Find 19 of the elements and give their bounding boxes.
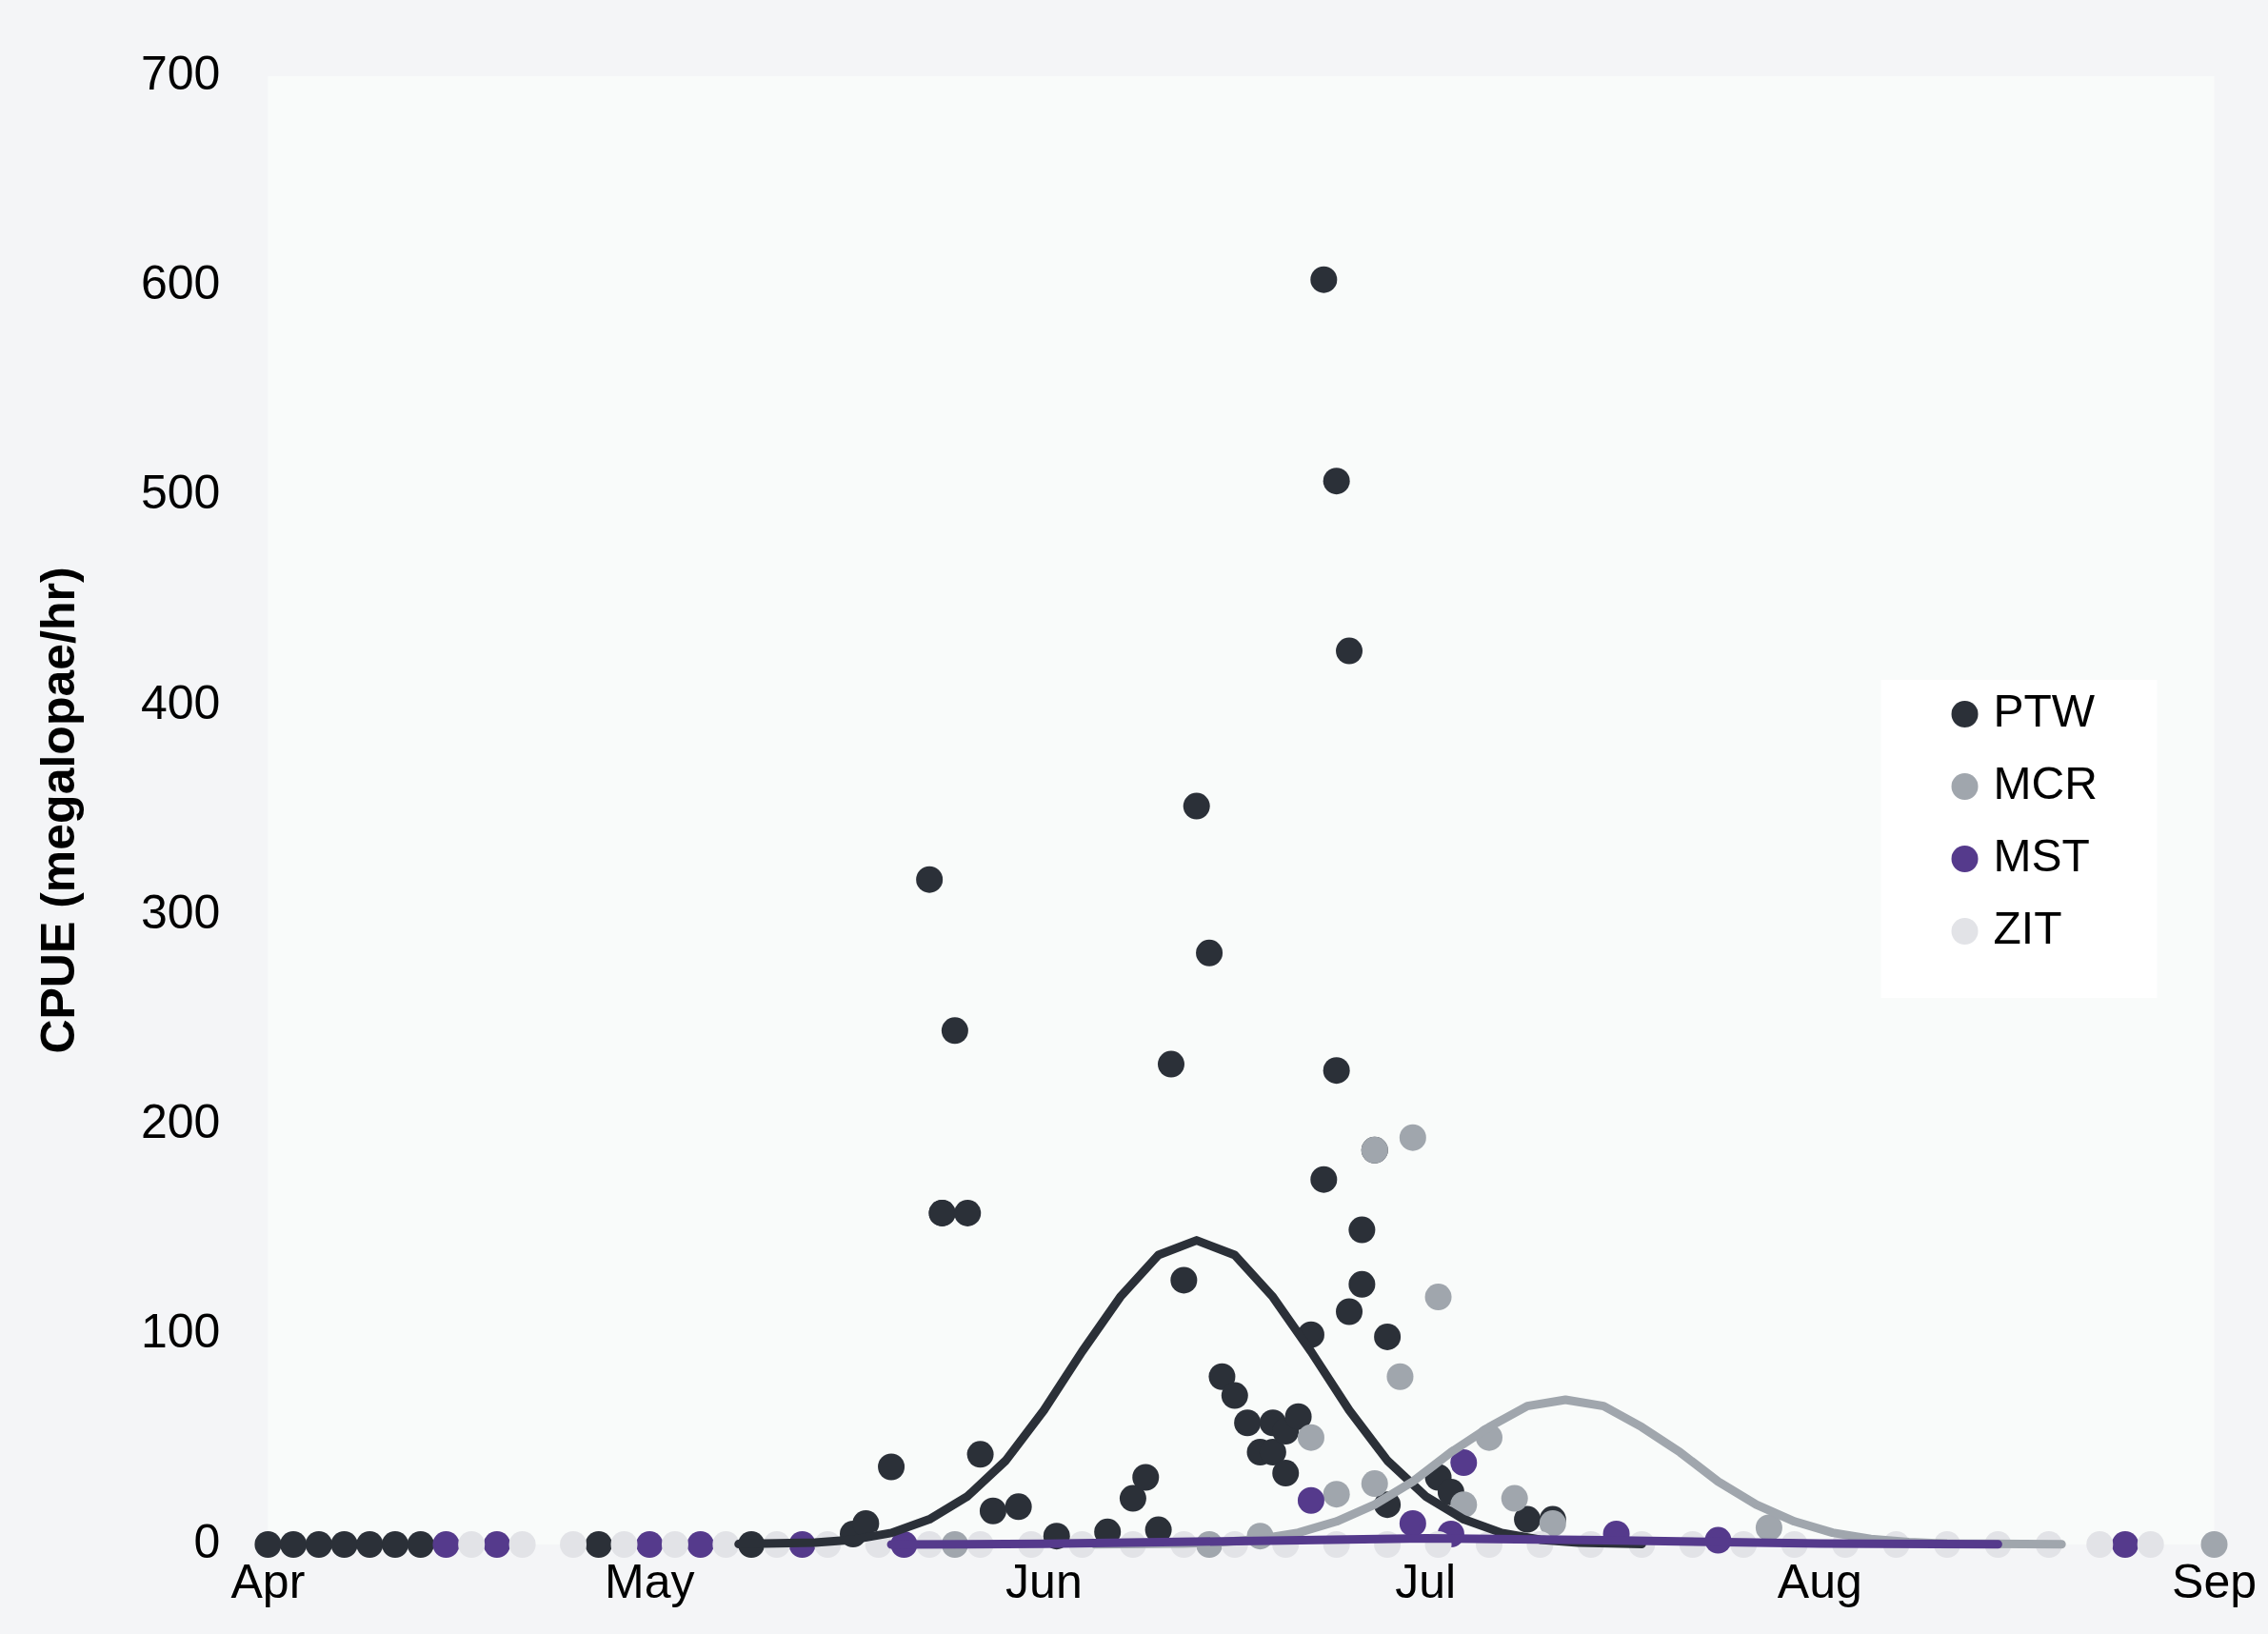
legend-label: PTW <box>1993 686 2096 737</box>
legend-label: MST <box>1993 830 2090 882</box>
x-tick-label: Jun <box>1005 1554 1083 1608</box>
y-axis-title: CPUE (megalopae/hr) <box>30 567 85 1054</box>
y-tick-label: 600 <box>140 256 221 310</box>
y-tick-label: 100 <box>140 1305 221 1359</box>
y-tick-label: 700 <box>140 46 221 100</box>
x-tick-label: May <box>604 1554 695 1608</box>
x-tick-label: Jul <box>1395 1554 1457 1608</box>
legend-label: MCR <box>1993 758 2098 809</box>
y-tick-label: 0 <box>193 1514 221 1568</box>
x-tick-label: Apr <box>230 1554 306 1608</box>
y-tick-label: 300 <box>140 885 221 939</box>
y-tick-label: 200 <box>140 1095 221 1149</box>
legend-label: ZIT <box>1993 903 2062 954</box>
x-tick-label: Sep <box>2172 1554 2257 1608</box>
y-tick-label: 400 <box>140 675 221 729</box>
x-tick-label: Aug <box>1777 1554 1862 1608</box>
y-tick-label: 500 <box>140 466 221 520</box>
